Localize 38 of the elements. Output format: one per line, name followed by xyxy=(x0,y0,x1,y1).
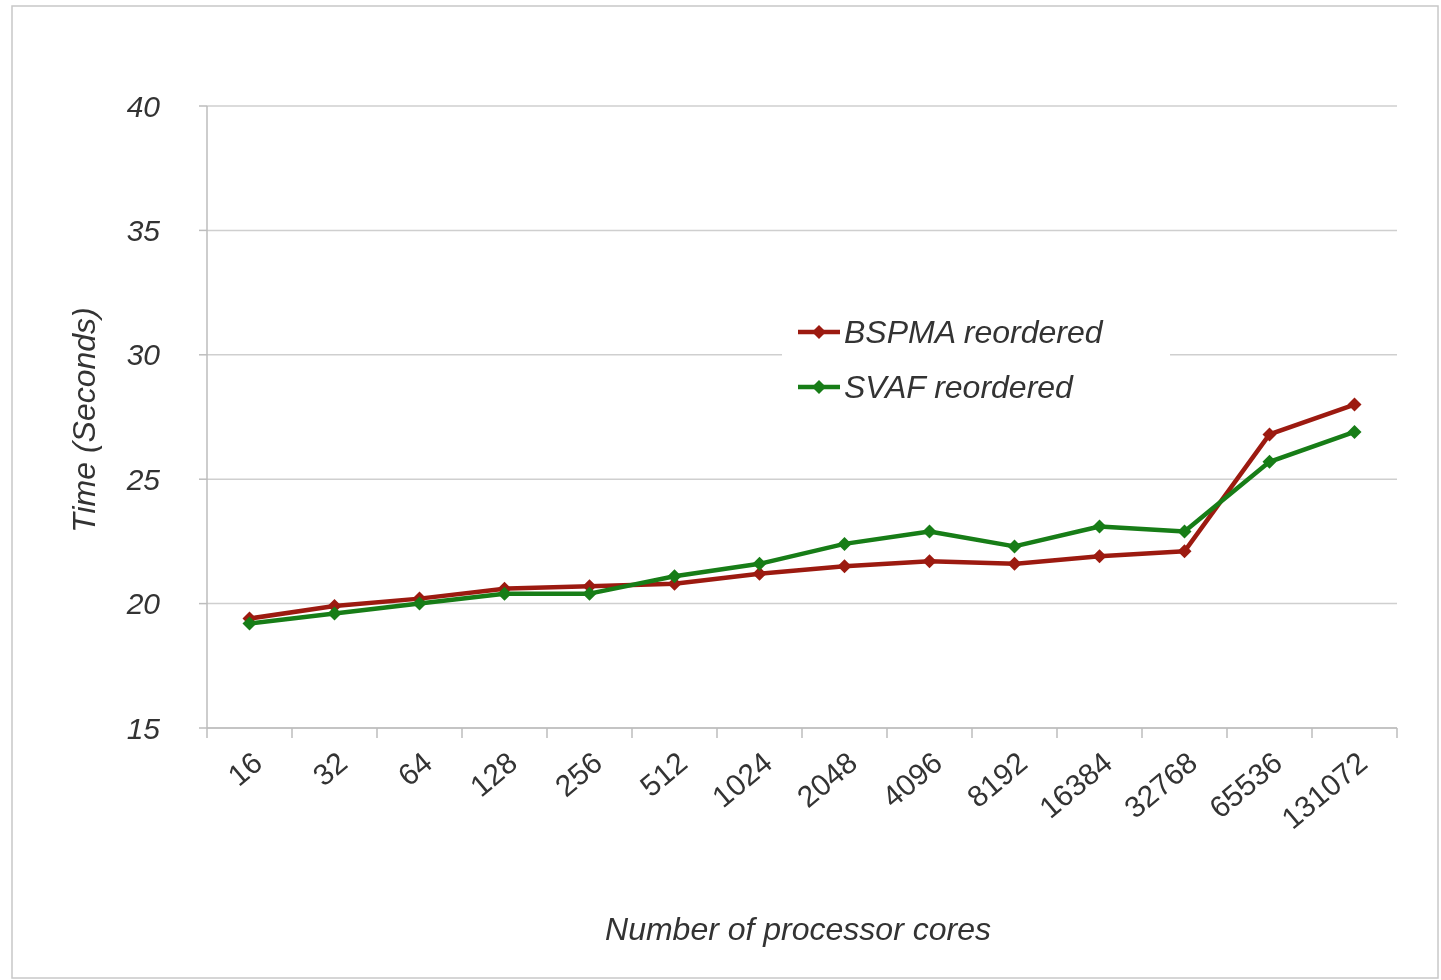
point xyxy=(1092,549,1107,564)
point xyxy=(582,586,597,601)
point xyxy=(1347,397,1362,412)
point xyxy=(1007,556,1022,571)
legend-label: SVAF reordered xyxy=(844,369,1075,406)
point xyxy=(752,566,767,581)
point xyxy=(242,616,257,631)
y-tick-label: 35 xyxy=(126,213,161,247)
point xyxy=(1262,427,1277,442)
x-tick-label: 16 xyxy=(221,745,269,793)
y-tick-label: 15 xyxy=(126,711,161,745)
legend-label: BSPMA reordered xyxy=(844,314,1104,351)
point xyxy=(922,554,937,569)
point xyxy=(412,596,427,611)
point xyxy=(497,586,512,601)
x-tick-label: 512 xyxy=(633,745,694,803)
x-tick-label: 32 xyxy=(306,745,354,793)
x-tick-label: 128 xyxy=(463,745,524,803)
point xyxy=(752,556,767,571)
y-tick-label: 30 xyxy=(126,338,161,372)
point xyxy=(837,559,852,574)
point xyxy=(1177,524,1192,539)
x-tick-label: 64 xyxy=(391,745,439,793)
point xyxy=(327,606,342,621)
point xyxy=(1262,454,1277,469)
point xyxy=(837,536,852,551)
point xyxy=(1092,519,1107,534)
x-axis-title: Number of processor cores xyxy=(605,911,991,947)
y-axis-title: Time (Seconds) xyxy=(66,307,103,533)
y-tick-label: 25 xyxy=(125,462,161,496)
y-tick-label: 40 xyxy=(126,89,161,123)
y-tick-label: 20 xyxy=(125,587,161,621)
point xyxy=(1007,539,1022,554)
x-tick-label: 256 xyxy=(548,745,609,803)
point xyxy=(1347,424,1362,439)
point xyxy=(1177,544,1192,559)
point xyxy=(922,524,937,539)
point xyxy=(667,569,682,584)
